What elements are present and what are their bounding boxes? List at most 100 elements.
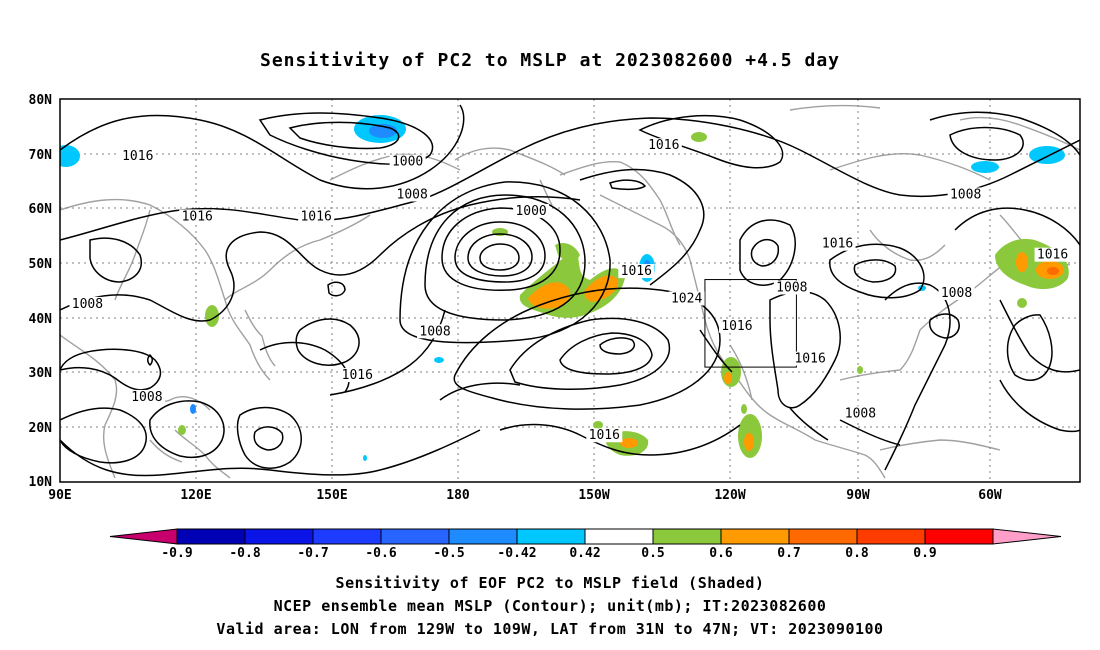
lon-label: 60W <box>978 488 1002 503</box>
colorbar-segment <box>584 528 654 545</box>
colorbar-tick: 0.5 <box>641 546 664 561</box>
contour-label: 1016 <box>300 209 331 224</box>
contour-label-bg <box>179 209 216 224</box>
lon-label: 150W <box>578 488 609 503</box>
colorbar-tick: 0.9 <box>913 546 936 561</box>
contour-label: 1008 <box>941 286 972 301</box>
contour-labels: 1016 1000 1008 1016 1016 1000 1016 1008 1016 1016… <box>69 138 1071 443</box>
colorbar-segment <box>244 528 314 545</box>
lat-label: 70N <box>29 148 53 163</box>
contour-label-bg <box>842 406 879 421</box>
colorbar-high-arrow <box>992 528 1062 545</box>
contour-label-bg <box>819 236 856 251</box>
contour-label-bg <box>792 351 829 366</box>
contour-label-bg <box>389 154 426 169</box>
lat-label: 60N <box>29 202 53 217</box>
colorbar-tick: 0.8 <box>845 546 869 561</box>
shaded-sensitivity <box>60 115 1069 461</box>
colorbar-segment <box>924 528 994 545</box>
contour-label: 1016 <box>822 237 853 252</box>
contour-label: 1016 <box>648 138 679 153</box>
contour-label-bg <box>618 264 655 279</box>
contour-label: 1024 <box>671 291 702 306</box>
contour-label: 1016 <box>794 352 825 367</box>
contour-label-bg <box>417 324 454 339</box>
contour-label-bg <box>298 209 335 224</box>
contour-label-bg <box>773 280 810 295</box>
contour-label: 1016 <box>1037 248 1068 263</box>
contour-label-bg <box>1034 247 1071 262</box>
contour-label: 1000 <box>392 155 423 170</box>
figure-title: Sensitivity of PC2 to MSLP at 2023082600… <box>259 50 840 71</box>
contour-label: 1008 <box>397 187 428 202</box>
contour-label: 1008 <box>776 281 807 296</box>
caption-line-3: Valid area: LON from 129W to 109W, LAT f… <box>216 620 884 638</box>
caption-line-1: Sensitivity of EOF PC2 to MSLP field (Sh… <box>335 574 765 592</box>
contour-label: 1016 <box>721 319 752 334</box>
lon-label: 90E <box>48 488 71 503</box>
valid-area-box <box>704 279 797 368</box>
colorbar-segment <box>312 528 382 545</box>
colorbar-tick: -0.6 <box>365 546 396 561</box>
contour-label-bg <box>339 368 376 383</box>
coastlines <box>60 104 1080 479</box>
colorbar-segment <box>516 528 586 545</box>
lat-label: 80N <box>29 93 53 108</box>
contour-label-bg <box>69 296 106 311</box>
contour-label-bg <box>394 187 431 202</box>
lat-lon-grid <box>60 99 1080 482</box>
lat-label: 20N <box>29 421 53 436</box>
lat-label: 40N <box>29 312 53 327</box>
lon-label: 120W <box>714 488 745 503</box>
contour-label: 1016 <box>589 428 620 443</box>
colorbar-segment <box>448 528 518 545</box>
colorbar-segment <box>176 528 246 545</box>
contour-label-bg <box>947 187 984 202</box>
contour-label-bg <box>119 149 156 164</box>
mslp-contours <box>60 104 1080 477</box>
contour-label: 1000 <box>515 204 546 219</box>
contour-label-bg <box>128 389 165 404</box>
contour-label: 1008 <box>72 297 103 312</box>
contour-label-bg <box>586 428 623 443</box>
contour-label: 1008 <box>845 406 876 421</box>
contour-label-bg <box>513 203 550 218</box>
lat-label: 30N <box>29 366 53 381</box>
colorbar-tick: -0.5 <box>433 546 464 561</box>
colorbar-tick: 0.7 <box>777 546 800 561</box>
contour-label: 1008 <box>419 324 450 339</box>
colorbar-low-arrow <box>109 528 178 545</box>
colorbar-tick: -0.42 <box>497 546 536 561</box>
contour-label-bg <box>718 318 755 333</box>
colorbar-tick: 0.42 <box>569 546 600 561</box>
map-frame <box>59 98 1081 483</box>
colorbar-tick: -0.8 <box>229 546 260 561</box>
contour-label-bg <box>938 285 975 300</box>
lat-label: 10N <box>29 475 53 490</box>
colorbar-tick: -0.7 <box>297 546 328 561</box>
lat-label: 50N <box>29 257 53 272</box>
longitude-axis-labels: 90E 120E 150E 180 150W 120W 90W 60W <box>48 488 1002 503</box>
contour-label: 1016 <box>621 264 652 279</box>
contour-label: 1008 <box>131 390 162 405</box>
contour-label-bg <box>668 291 705 306</box>
lon-label: 150E <box>316 488 347 503</box>
colorbar-segment <box>856 528 926 545</box>
colorbar-segment <box>720 528 790 545</box>
contour-label: 1016 <box>342 368 373 383</box>
colorbar-tick: -0.9 <box>161 546 192 561</box>
contour-label: 1016 <box>122 149 153 164</box>
lon-label: 90W <box>846 488 870 503</box>
colorbar-segment <box>652 528 722 545</box>
lon-label: 120E <box>180 488 211 503</box>
caption-line-2: NCEP ensemble mean MSLP (Contour); unit(… <box>273 597 827 615</box>
colorbar-segment <box>380 528 450 545</box>
contour-label: 1008 <box>950 187 981 202</box>
colorbar-segment <box>788 528 858 545</box>
contour-label: 1016 <box>182 209 213 224</box>
colorbar-tick: 0.6 <box>709 546 733 561</box>
colorbar <box>109 528 1062 545</box>
latitude-axis-labels: 80N 70N 60N 50N 40N 30N 20N 10N <box>29 93 53 490</box>
contour-label-bg <box>645 138 682 153</box>
